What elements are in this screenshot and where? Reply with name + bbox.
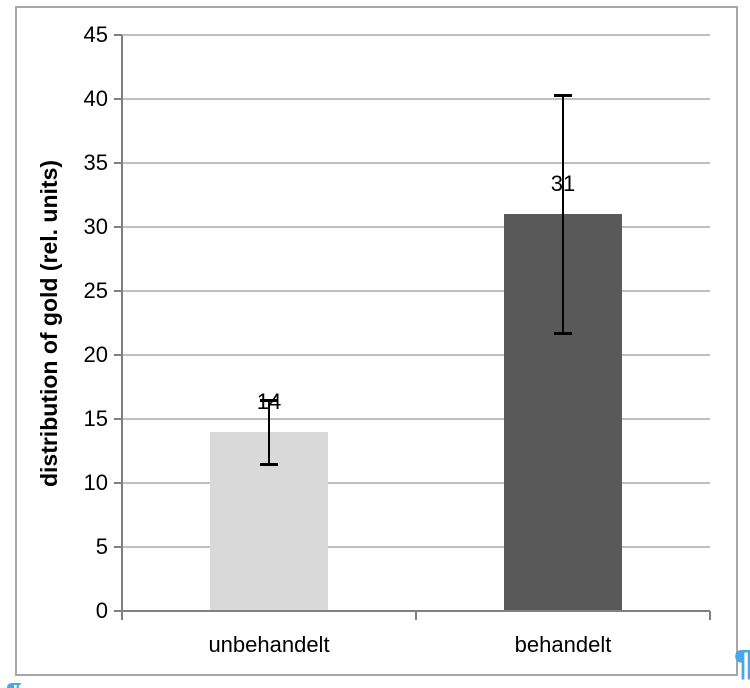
y-tick-label-30: 30 (83, 214, 108, 239)
gridline-y-5 (122, 546, 710, 548)
y-tick-label-5: 5 (95, 534, 108, 559)
y-tick-15 (114, 418, 122, 420)
x-tick-1 (709, 611, 711, 620)
y-tick-0 (114, 610, 122, 612)
error-bar-line-behandelt (562, 95, 564, 334)
y-tick-30 (114, 226, 122, 228)
pilcrow-mark-right: ¶ (734, 645, 750, 681)
x-tick-0 (415, 611, 417, 620)
y-tick-10 (114, 482, 122, 484)
y-axis-title: distribution of gold (rel. units) (30, 35, 70, 611)
y-axis-title-text: distribution of gold (rel. units) (36, 159, 63, 487)
error-bar-line-unbehandelt (268, 399, 270, 464)
gridline-y-30 (122, 226, 710, 228)
pilcrow-mark-bottom-left: ¶ (6, 679, 22, 688)
data-label-unbehandelt: 14 (256, 388, 282, 414)
gridline-y-25 (122, 290, 710, 292)
y-tick-45 (114, 34, 122, 36)
gridline-y-40 (122, 98, 710, 100)
y-tick-label-10: 10 (83, 470, 108, 495)
y-tick-25 (114, 290, 122, 292)
y-tick-5 (114, 546, 122, 548)
category-label-behandelt: behandelt (514, 632, 612, 657)
y-tick-label-15: 15 (83, 406, 108, 431)
error-bar-cap-bottom-unbehandelt (260, 462, 278, 466)
error-bar-cap-top-unbehandelt (260, 398, 278, 402)
y-axis-line (121, 35, 123, 620)
category-label-unbehandelt: unbehandelt (208, 632, 330, 657)
gridline-y-35 (122, 162, 710, 164)
gridline-y-15 (122, 418, 710, 420)
gridline-y-45 (122, 34, 710, 36)
error-bar-cap-top-behandelt (554, 94, 572, 98)
gridline-y-20 (122, 354, 710, 356)
gridline-y-10 (122, 482, 710, 484)
y-tick-label-35: 35 (83, 150, 108, 175)
y-tick-label-25: 25 (83, 278, 108, 303)
data-label-behandelt: 31 (550, 171, 576, 197)
error-bar-cap-bottom-behandelt (554, 332, 572, 336)
y-tick-label-40: 40 (83, 86, 108, 111)
y-tick-label-20: 20 (83, 342, 108, 367)
chart-object-frame[interactable] (15, 6, 738, 676)
y-tick-35 (114, 162, 122, 164)
y-tick-label-45: 45 (83, 22, 108, 47)
y-tick-label-0: 0 (95, 598, 108, 623)
y-tick-40 (114, 98, 122, 100)
y-tick-20 (114, 354, 122, 356)
